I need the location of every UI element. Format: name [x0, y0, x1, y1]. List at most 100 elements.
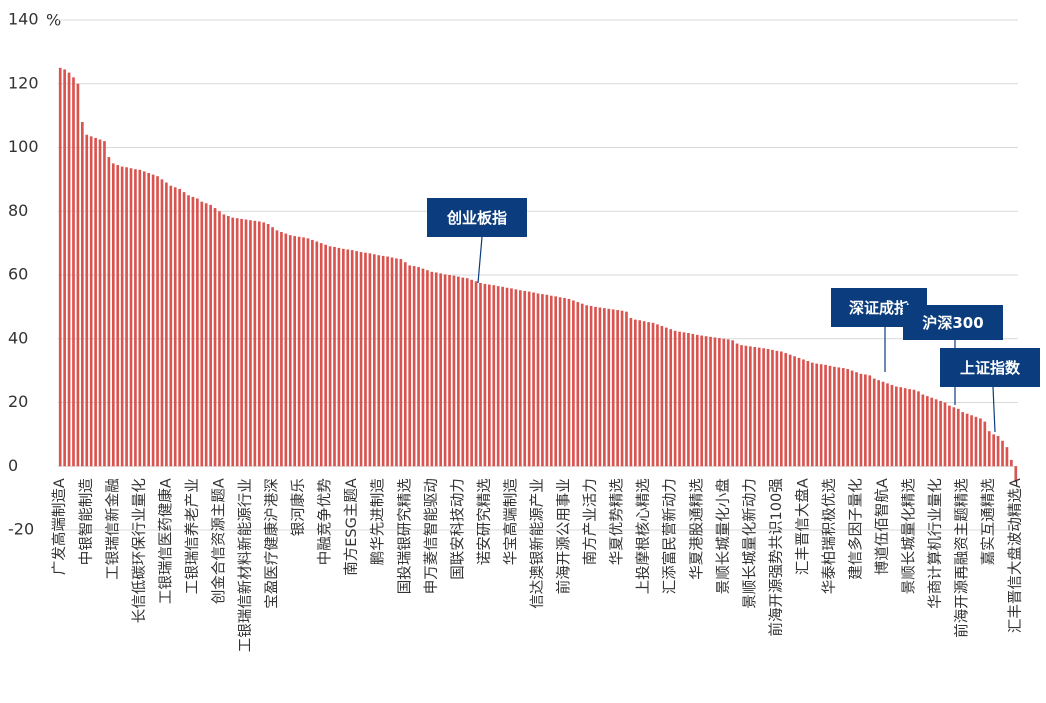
bar: [452, 275, 456, 467]
x-tick-label: 嘉实互通精选: [980, 478, 997, 565]
bar: [580, 303, 584, 467]
bar: [864, 374, 867, 467]
bar: [461, 277, 465, 467]
y-tick-label: 20: [8, 392, 28, 411]
bar: [94, 137, 97, 467]
x-tick-label: 汇丰晋信大盘A: [793, 478, 811, 575]
bar: [244, 219, 248, 467]
bar: [934, 399, 938, 467]
bar: [527, 291, 531, 467]
bar: [541, 294, 544, 467]
bar: [147, 173, 151, 467]
bar: [377, 255, 381, 467]
bar: [806, 361, 810, 467]
x-tick-label: 鹏华先进制造: [370, 478, 387, 565]
bar: [465, 278, 469, 467]
bar: [488, 284, 491, 467]
bar: [448, 275, 451, 467]
x-tick-label: 景顺长城量化精选: [901, 478, 918, 594]
bar: [72, 77, 75, 467]
bar: [549, 295, 553, 467]
bar: [417, 267, 420, 467]
bar: [173, 187, 177, 467]
bar: [664, 327, 668, 467]
bar: [288, 235, 292, 467]
annotation-box: [427, 198, 527, 237]
bar: [594, 306, 597, 467]
bar: [992, 434, 995, 467]
bar: [952, 407, 956, 467]
bar: [364, 252, 367, 467]
bar: [726, 339, 730, 467]
y-tick-label: 40: [8, 328, 28, 347]
bar: [943, 402, 947, 467]
bar: [797, 357, 801, 467]
bar: [399, 259, 403, 467]
bar: [510, 288, 513, 467]
bar: [125, 167, 128, 467]
bar: [744, 345, 748, 467]
x-tick-label: 汇丰晋信大盘波动精选A: [1006, 478, 1024, 633]
annotation-line: [477, 236, 483, 284]
bar: [567, 298, 571, 467]
bar: [687, 333, 690, 467]
bar: [89, 136, 93, 467]
bar: [912, 389, 916, 467]
bar: [262, 222, 266, 467]
bar: [678, 331, 681, 467]
bar: [368, 253, 372, 467]
bar: [996, 435, 1000, 467]
bar: [903, 388, 907, 467]
bar: [925, 396, 929, 467]
bar: [855, 372, 858, 467]
bar: [457, 276, 460, 467]
x-tick-label: 前海开源公用事业: [556, 478, 573, 594]
bar: [103, 141, 106, 467]
bar: [651, 322, 655, 467]
bar: [956, 408, 960, 467]
bar: [514, 289, 518, 467]
bar: [253, 220, 257, 467]
x-tick-label: 中融竞争优势: [316, 478, 334, 565]
bar: [837, 367, 841, 467]
bar: [598, 307, 602, 467]
bar: [979, 418, 982, 467]
bar: [585, 305, 588, 467]
bar: [218, 211, 221, 467]
bar: [616, 310, 619, 467]
y-tick-label: 80: [8, 201, 28, 220]
bar: [660, 326, 664, 467]
bar: [1014, 466, 1018, 483]
bar: [160, 179, 164, 467]
bar: [182, 192, 186, 467]
bar: [753, 347, 757, 467]
bar: [961, 412, 965, 467]
bar: [213, 208, 217, 467]
bar: [395, 258, 398, 467]
bar: [235, 218, 239, 467]
bar: [673, 330, 677, 467]
bar: [974, 416, 978, 467]
bar: [793, 356, 796, 467]
bar: [987, 431, 991, 467]
bar: [788, 354, 792, 467]
bar: [98, 139, 102, 467]
bar: [191, 196, 195, 467]
bar: [536, 293, 540, 467]
annotation-box: [903, 305, 1003, 340]
annotation-box: [940, 348, 1040, 387]
bar: [634, 319, 637, 467]
bar: [757, 347, 761, 467]
bar: [266, 224, 270, 467]
bar: [337, 247, 341, 467]
bar: [134, 169, 137, 467]
bar: [669, 329, 673, 467]
bar: [682, 332, 686, 467]
bar: [558, 297, 562, 467]
bar: [346, 249, 350, 467]
x-tick-label: 博道伍佰智航A: [874, 478, 891, 575]
bar: [611, 309, 615, 467]
x-tick-label: 工银瑞信新金融: [104, 478, 121, 580]
bar: [333, 246, 336, 467]
bar: [722, 338, 726, 467]
